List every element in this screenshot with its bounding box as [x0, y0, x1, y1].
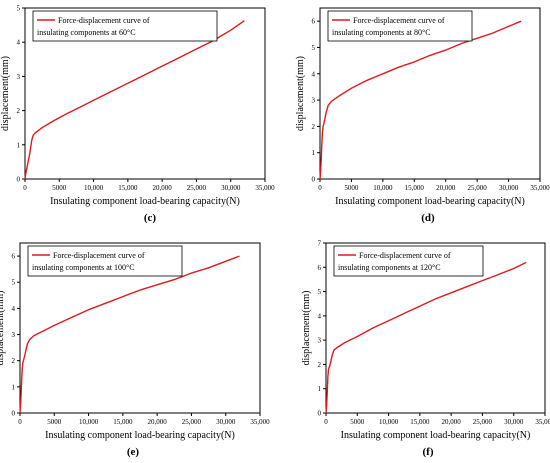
x-tick-label: 30,000	[499, 184, 519, 192]
x-tick-label: 0	[318, 184, 322, 192]
x-tick-label: 20,000	[442, 418, 462, 426]
y-tick-label: 0	[12, 410, 16, 418]
panel-label: (c)	[144, 212, 157, 224]
legend-label-line1: Force-displacement curve of	[58, 16, 150, 25]
x-axis-label: Insulating component load-bearing capaci…	[335, 196, 525, 207]
legend-label-line2: insulating components at 60°C	[37, 28, 136, 37]
y-tick-label: 4	[312, 70, 316, 78]
y-tick-label: 4	[17, 39, 21, 47]
y-tick-label: 5	[312, 44, 316, 52]
x-axis-label: Insulating component load-bearing capaci…	[341, 430, 531, 441]
x-tick-label: 35,000	[530, 184, 550, 192]
x-tick-label: 5000	[47, 418, 62, 426]
y-tick-label: 6	[12, 253, 16, 261]
y-tick-label: 2	[312, 123, 316, 131]
x-tick-label: 15,000	[113, 418, 133, 426]
panel-label: (e)	[127, 446, 140, 458]
x-tick-label: 10,000	[379, 418, 399, 426]
x-tick-label: 5000	[350, 418, 365, 426]
y-axis-label: displacement(mm)	[0, 56, 11, 131]
x-tick-label: 25,000	[473, 418, 493, 426]
y-tick-label: 4	[12, 305, 16, 313]
y-tick-label: 5	[17, 5, 21, 13]
legend-box	[32, 10, 218, 42]
legend-label-line2: insulating components at 100°C	[32, 263, 135, 272]
x-tick-label: 5000	[344, 184, 359, 192]
y-tick-label: 3	[318, 337, 322, 345]
series-line	[19, 255, 240, 414]
x-tick-label: 20,000	[148, 418, 168, 426]
y-tick-label: 6	[318, 264, 322, 272]
x-tick-label: 25,000	[468, 184, 488, 192]
x-tick-label: 10,000	[79, 418, 99, 426]
x-tick-label: 0	[23, 184, 27, 192]
legend-label-line2: insulating components at 120°C	[338, 263, 441, 272]
legend-box	[27, 245, 183, 277]
legend-box	[333, 245, 484, 277]
legend-label-line1: Force-displacement curve of	[53, 251, 145, 260]
x-tick-label: 25,000	[187, 184, 207, 192]
x-tick-label: 0	[324, 418, 328, 426]
y-axis-label: displacement(mm)	[295, 56, 306, 131]
x-tick-label: 20,000	[436, 184, 456, 192]
y-tick-label: 0	[312, 176, 316, 184]
y-tick-label: 0	[17, 176, 21, 184]
plot-frame	[325, 242, 546, 414]
x-tick-label: 10,000	[373, 184, 393, 192]
x-tick-label: 30,000	[216, 418, 236, 426]
x-axis-label: Insulating component load-bearing capaci…	[45, 430, 235, 441]
chart-panel-2: 0 5000 10,000 15,000 20,000 25,000 30,000 35,00…	[295, 7, 550, 224]
x-tick-label: 30,000	[221, 184, 241, 192]
plot-frame	[319, 7, 541, 180]
y-tick-label: 1	[12, 383, 16, 391]
legend-label-line2: insulating components at 80°C	[332, 28, 431, 37]
y-tick-label: 6	[312, 18, 316, 26]
x-tick-label: 20,000	[153, 184, 173, 192]
chart-panel-3: 0 5000 10,000 15,000 20,000 25,000 30,000 35,00…	[0, 242, 270, 458]
x-tick-label: 25,000	[182, 418, 202, 426]
series-line	[325, 261, 527, 414]
x-tick-label: 0	[18, 418, 22, 426]
x-tick-label: 35,000	[250, 418, 270, 426]
x-tick-label: 15,000	[118, 184, 138, 192]
y-tick-label: 3	[12, 331, 16, 339]
x-tick-label: 15,000	[405, 184, 425, 192]
y-axis-label: displacement(mm)	[0, 291, 6, 366]
y-tick-label: 1	[312, 149, 316, 157]
panel-label: (d)	[421, 212, 435, 224]
x-tick-label: 5000	[52, 184, 67, 192]
y-tick-label: 3	[312, 97, 316, 105]
y-tick-label: 1	[318, 385, 322, 393]
plot-frame	[19, 242, 261, 414]
y-tick-label: 2	[17, 107, 21, 115]
chart-panel-1: 0 5000 10,000 15,000 20,000 25,000 30,000 35,00…	[0, 5, 275, 225]
y-tick-label: 2	[318, 361, 322, 369]
x-tick-label: 15,000	[410, 418, 430, 426]
y-tick-label: 7	[318, 240, 322, 248]
plot-frame	[24, 7, 266, 180]
y-tick-label: 5	[12, 279, 16, 287]
series-line	[24, 20, 245, 180]
y-tick-label: 0	[318, 410, 322, 418]
x-tick-label: 30,000	[504, 418, 524, 426]
y-axis-label: displacement(mm)	[301, 291, 312, 366]
chart-panel-4: 0 5000 10,000 15,000 20,000 25,000 30,000 35,00…	[301, 240, 550, 459]
legend-box	[327, 10, 473, 42]
x-axis-label: Insulating component load-bearing capaci…	[50, 196, 240, 207]
y-tick-label: 4	[318, 312, 322, 320]
series-line	[319, 20, 522, 180]
legend-label-line1: Force-displacement curve of	[353, 16, 445, 25]
y-tick-label: 2	[12, 357, 16, 365]
y-tick-label: 3	[17, 73, 21, 81]
x-tick-label: 35,000	[255, 184, 275, 192]
x-tick-label: 10,000	[84, 184, 104, 192]
y-tick-label: 5	[318, 288, 322, 296]
panel-label: (f)	[423, 446, 434, 458]
x-tick-label: 35,000	[535, 418, 550, 426]
y-tick-label: 1	[17, 141, 21, 149]
legend-label-line1: Force-displacement curve of	[359, 251, 451, 260]
